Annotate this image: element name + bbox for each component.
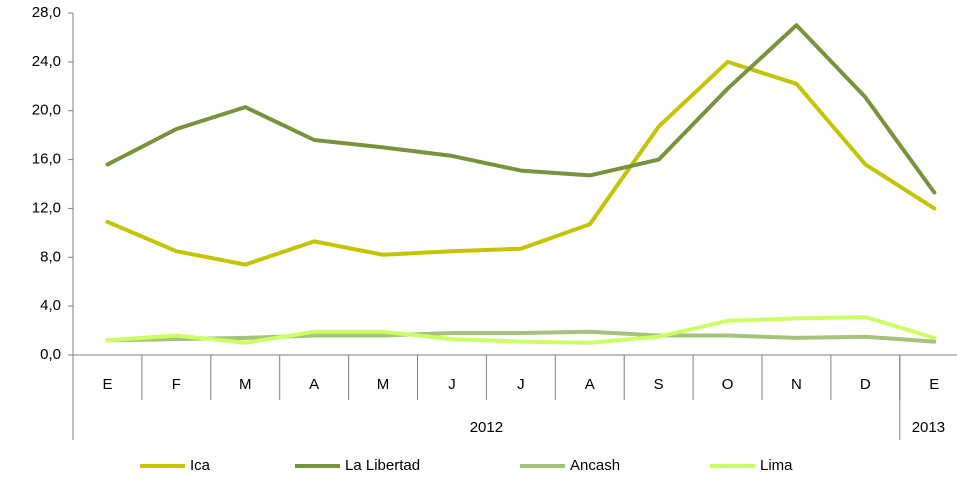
x-tick-label: J [448,376,456,393]
legend-label: Ancash [570,457,620,474]
y-tick-label: 0,0 [40,346,61,363]
y-tick-label: 4,0 [40,297,61,314]
series-line [105,59,937,267]
series-line [105,329,937,344]
legend-label: La Libertad [345,457,420,474]
y-tick-label: 24,0 [32,53,61,70]
y-tick-label: 28,0 [32,4,61,21]
group-label: 2013 [912,419,945,436]
x-tick-label: N [791,376,802,393]
x-tick-label: D [860,376,871,393]
x-tick-label: S [654,376,664,393]
y-tick-label: 16,0 [32,151,61,168]
legend-label: Lima [760,457,793,474]
y-tick-label: 20,0 [32,102,61,119]
y-tick-label: 12,0 [32,199,61,216]
legend-label: Ica [190,457,211,474]
x-tick-label: E [102,376,112,393]
x-tick-label: M [377,376,390,393]
x-tick-label: F [172,376,181,393]
x-tick-label: O [722,376,734,393]
group-label: 2012 [470,419,503,436]
series-line [105,315,937,345]
x-tick-label: E [929,376,939,393]
x-tick-label: M [239,376,252,393]
y-tick-label: 8,0 [40,248,61,265]
series-line [105,23,937,195]
x-tick-label: A [585,376,595,393]
x-tick-label: J [517,376,525,393]
x-tick-label: A [309,376,319,393]
